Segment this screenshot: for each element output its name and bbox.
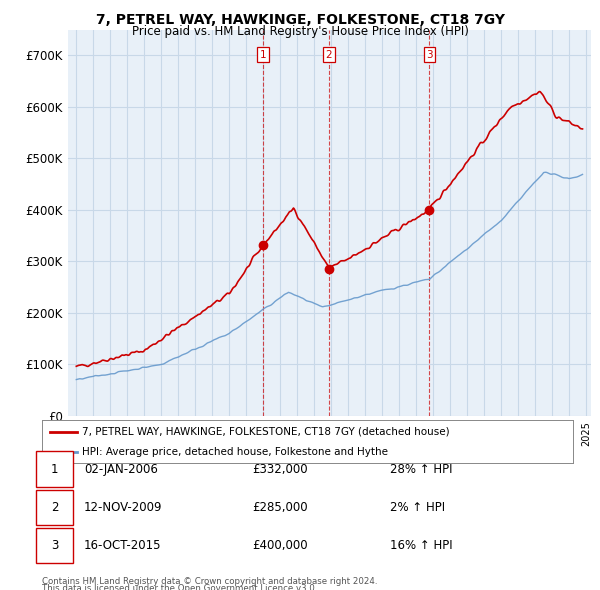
Text: 16-OCT-2015: 16-OCT-2015 [84,539,161,552]
Text: Price paid vs. HM Land Registry's House Price Index (HPI): Price paid vs. HM Land Registry's House … [131,25,469,38]
Text: 7, PETREL WAY, HAWKINGE, FOLKESTONE, CT18 7GY (detached house): 7, PETREL WAY, HAWKINGE, FOLKESTONE, CT1… [82,427,449,437]
Text: HPI: Average price, detached house, Folkestone and Hythe: HPI: Average price, detached house, Folk… [82,447,388,457]
Text: 1: 1 [260,50,266,60]
Text: 2: 2 [51,501,58,514]
Text: 2% ↑ HPI: 2% ↑ HPI [390,501,445,514]
Text: 7, PETREL WAY, HAWKINGE, FOLKESTONE, CT18 7GY: 7, PETREL WAY, HAWKINGE, FOLKESTONE, CT1… [95,13,505,27]
Text: This data is licensed under the Open Government Licence v3.0.: This data is licensed under the Open Gov… [42,584,317,590]
Text: 16% ↑ HPI: 16% ↑ HPI [390,539,452,552]
Text: 12-NOV-2009: 12-NOV-2009 [84,501,163,514]
Text: £400,000: £400,000 [252,539,308,552]
Text: 3: 3 [426,50,433,60]
Text: Contains HM Land Registry data © Crown copyright and database right 2024.: Contains HM Land Registry data © Crown c… [42,577,377,586]
Text: 2: 2 [326,50,332,60]
Text: £285,000: £285,000 [252,501,308,514]
Text: 3: 3 [51,539,58,552]
Text: 28% ↑ HPI: 28% ↑ HPI [390,463,452,476]
Text: 02-JAN-2006: 02-JAN-2006 [84,463,158,476]
Text: £332,000: £332,000 [252,463,308,476]
Text: 1: 1 [51,463,58,476]
